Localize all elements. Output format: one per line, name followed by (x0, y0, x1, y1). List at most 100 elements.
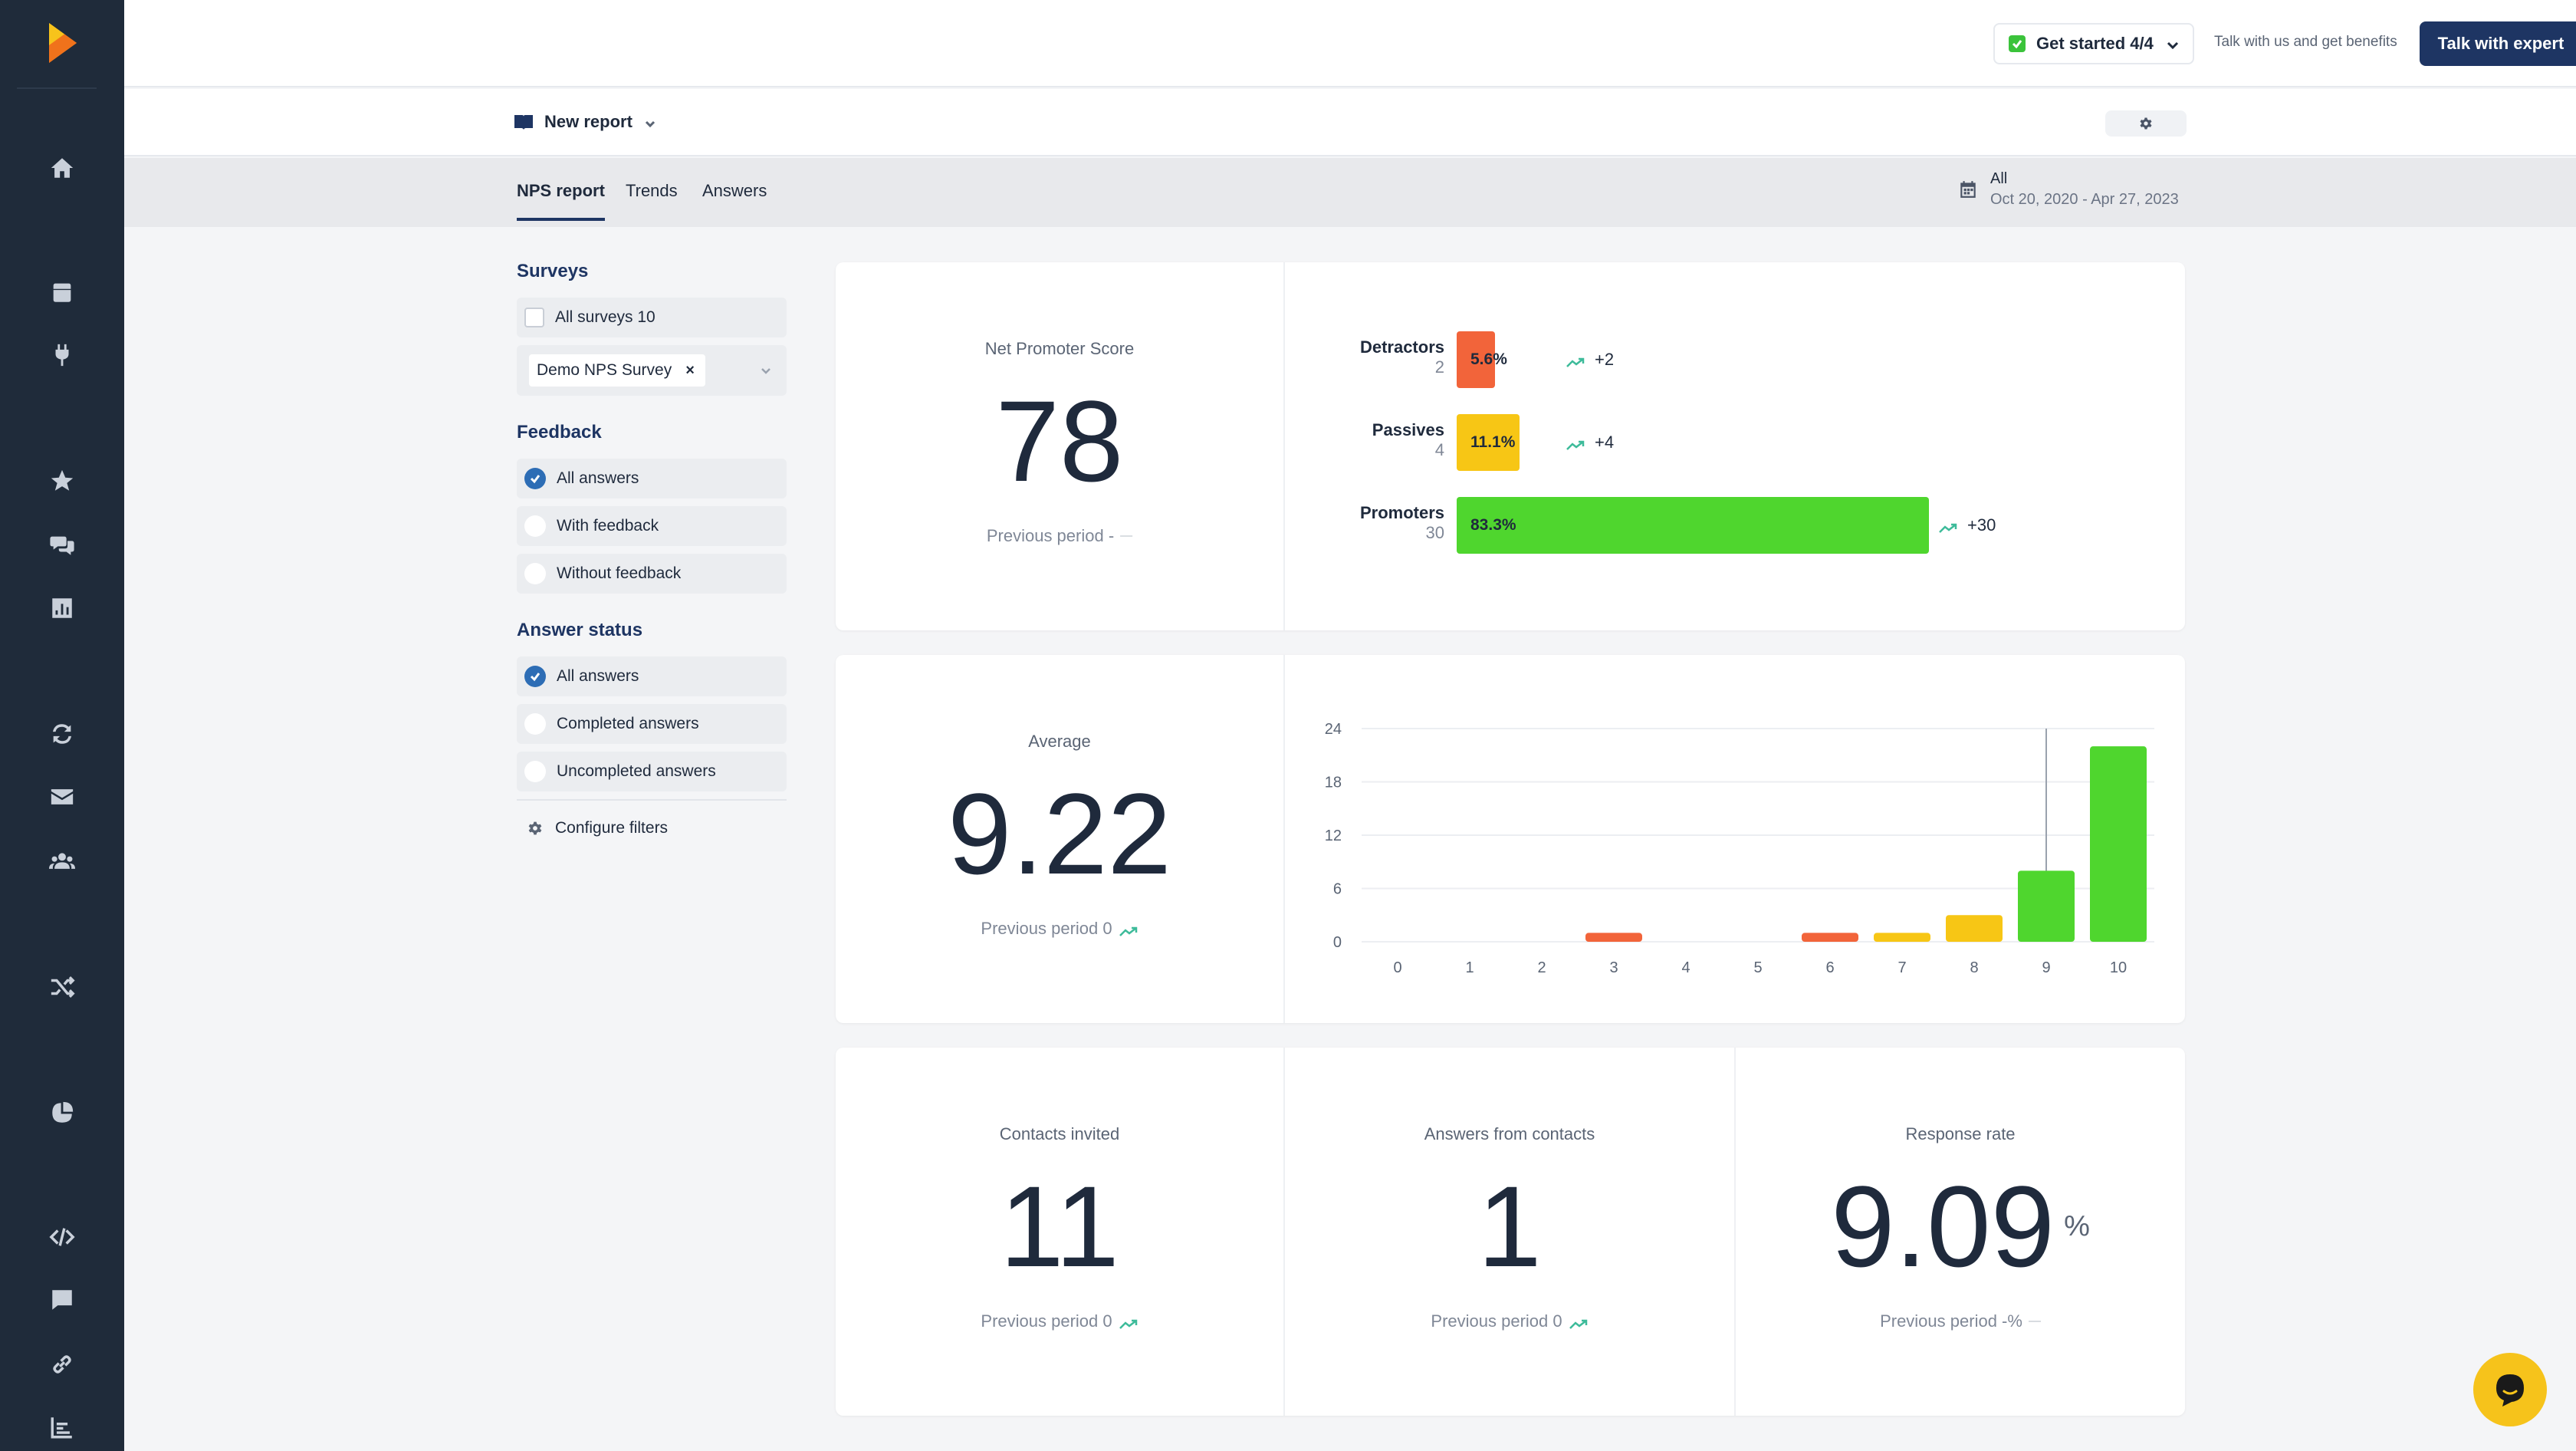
all-surveys-checkbox[interactable]: All surveys 10 (517, 298, 787, 337)
chart-x-tick-label: 5 (1753, 959, 1762, 976)
report-settings-button[interactable] (2105, 110, 2187, 137)
status-option-uncompleted[interactable]: Uncompleted answers (517, 752, 787, 791)
feedback-option-all[interactable]: All answers (517, 459, 787, 498)
get-started-label: Get started 4/4 (2036, 34, 2154, 53)
users-icon[interactable] (48, 847, 77, 876)
configure-filters-label: Configure filters (555, 819, 669, 837)
radio[interactable] (524, 761, 546, 782)
nps-category-label: Detractors 2 (1291, 337, 1444, 377)
get-started-button[interactable]: Get started 4/4 (1993, 23, 2194, 64)
contacts-invited-previous: Previous period 0 (836, 1311, 1283, 1331)
radio[interactable] (524, 515, 546, 537)
feedback-option-label: All answers (557, 469, 639, 487)
status-option-completed[interactable]: Completed answers (517, 704, 787, 744)
code-icon[interactable] (48, 1222, 77, 1252)
contacts-card: Contacts invited 11 Previous period 0 An… (836, 1048, 2185, 1416)
nps-category-name: Detractors (1359, 337, 1444, 357)
radio[interactable] (524, 713, 546, 735)
chart-x-tick-label: 0 (1393, 959, 1401, 976)
chart-x-tick-label: 10 (2110, 959, 2127, 976)
shuffle-icon[interactable] (48, 972, 77, 1002)
plug-icon[interactable] (48, 341, 77, 370)
chart-y-tick-label: 12 (1325, 827, 1342, 844)
report-selector[interactable]: New report (514, 112, 657, 132)
chart-y-tick-label: 18 (1325, 775, 1342, 791)
talk-with-expert-button[interactable]: Talk with expert (2420, 21, 2576, 66)
chat-bubbles-icon[interactable] (48, 531, 77, 560)
average-previous: Previous period 0 (836, 919, 1283, 939)
nps-category-name: Passives (1372, 420, 1444, 439)
date-range-picker[interactable]: All Oct 20, 2020 - Apr 27, 2023 (1958, 170, 2179, 209)
nps-category-delta-value: +2 (1595, 350, 1615, 369)
radio-checked-icon[interactable] (524, 666, 546, 687)
survey-chip-label: Demo NPS Survey (537, 361, 672, 379)
remove-chip-icon[interactable]: × (685, 361, 695, 379)
report-bar: New report (124, 89, 2576, 156)
trend-up-icon (1938, 519, 1958, 533)
average-previous-label: Previous period 0 (981, 919, 1112, 938)
support-chat-button[interactable] (2473, 1353, 2547, 1426)
chevron-down-icon (643, 115, 657, 129)
chart-y-tick-label: 6 (1333, 881, 1342, 898)
response-rate-label: Response rate (1905, 1124, 2016, 1143)
card-divider (1283, 1048, 1285, 1416)
radio-checked-icon[interactable] (524, 468, 546, 489)
average-label: Average (1028, 732, 1091, 751)
filters-panel: Surveys All surveys 10 Demo NPS Survey ×… (517, 261, 787, 837)
card-divider (1283, 262, 1285, 630)
nps-previous-value: — (1120, 529, 1133, 542)
tab-nps-report[interactable]: NPS report (517, 181, 605, 221)
sidebar-divider (17, 87, 97, 89)
bar-chart-icon[interactable] (48, 594, 77, 623)
trend-up-icon (1119, 1315, 1138, 1329)
nps-category-bar: 11.1% (1457, 414, 1520, 471)
feedback-title: Feedback (517, 422, 602, 443)
status-option-label: All answers (557, 667, 639, 685)
nps-category-delta-value: +4 (1595, 433, 1615, 452)
filters-divider (517, 799, 787, 801)
status-option-label: Completed answers (557, 715, 699, 732)
mail-icon[interactable] (48, 782, 77, 811)
average-card: Average 9.22 Previous period 0 0 6 12 18 24 0… (836, 655, 2185, 1023)
chevron-down-icon[interactable] (759, 364, 773, 377)
feedback-option-with[interactable]: With feedback (517, 506, 787, 546)
tab-answers[interactable]: Answers (702, 181, 767, 200)
survey-select[interactable]: Demo NPS Survey × (517, 345, 787, 396)
star-icon[interactable] (48, 466, 77, 495)
brand-logo[interactable] (49, 23, 77, 63)
nps-category-bar: 5.6% (1457, 331, 1507, 388)
status-option-all[interactable]: All answers (517, 656, 787, 696)
tab-trends[interactable]: Trends (626, 181, 678, 200)
previous-label: Previous period 0 (981, 1311, 1112, 1331)
feedback-option-label: With feedback (557, 517, 659, 535)
home-icon[interactable] (48, 153, 77, 183)
chevron-down-icon (2166, 37, 2180, 51)
contacts-invited-value: 11 (1000, 1162, 1119, 1291)
checkbox[interactable] (524, 308, 544, 327)
chart-x-tick-label: 7 (1898, 959, 1906, 976)
radio[interactable] (524, 563, 546, 584)
inbox-icon[interactable] (48, 278, 77, 307)
previous-label: Previous period 0 (1431, 1311, 1562, 1331)
nps-previous: Previous period - — (836, 526, 1283, 546)
message-icon[interactable] (48, 1285, 77, 1314)
list-chart-icon[interactable] (48, 1413, 77, 1442)
answers-from-contacts-kpi: Answers from contacts 1 Previous period … (1285, 1124, 1734, 1331)
link-icon[interactable] (48, 1350, 77, 1379)
trend-up-icon (1566, 354, 1585, 367)
feedback-option-label: Without feedback (557, 564, 682, 582)
refresh-icon[interactable] (48, 719, 77, 749)
nps-category-delta: +30 (1938, 515, 1996, 535)
nps-category-count: 4 (1434, 440, 1444, 459)
response-rate-row: 9.09 % (1736, 1169, 2185, 1284)
check-icon (2009, 35, 2026, 52)
nps-category-delta: +2 (1566, 350, 1614, 370)
pie-chart-icon[interactable] (48, 1098, 77, 1127)
configure-filters-button[interactable]: Configure filters (517, 819, 787, 837)
nps-category-bar: 83.3% (1457, 497, 1929, 554)
card-divider (1734, 1048, 1736, 1416)
chart-bar (1946, 915, 2003, 942)
chart-y-tick-label: 24 (1325, 721, 1342, 738)
date-range-title: All (1990, 170, 2008, 187)
feedback-option-without[interactable]: Without feedback (517, 554, 787, 594)
